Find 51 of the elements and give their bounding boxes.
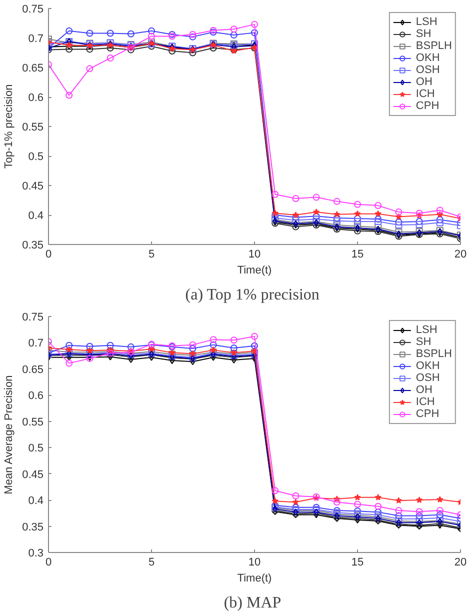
x-tick-label: 0 — [45, 248, 52, 260]
x-tick-label: 15 — [351, 556, 364, 568]
legend-label: OSH — [416, 64, 440, 76]
y-tick-label: 0.4 — [28, 210, 44, 222]
x-axis-title: Time(t) — [237, 264, 272, 276]
y-tick-label: 0.6 — [28, 390, 44, 402]
legend-label: LSH — [416, 16, 438, 28]
x-tick-label: 0 — [45, 556, 52, 568]
y-tick-label: 0.7 — [28, 338, 44, 350]
legend-label: BSPLH — [416, 348, 452, 360]
legend-label: ICH — [416, 88, 436, 100]
y-axis-title: Mean Average Precision — [3, 375, 16, 494]
y-tick-label: 0.65 — [22, 364, 44, 376]
legend-label: CPH — [416, 100, 440, 112]
legend-label: OH — [416, 384, 434, 396]
legend-label: CPH — [416, 408, 440, 420]
y-tick-label: 0.55 — [22, 122, 44, 134]
x-tick-label: 5 — [148, 556, 155, 568]
y-tick-label: 0.65 — [22, 62, 44, 74]
legend-label: OKH — [416, 360, 440, 372]
legend-label: SH — [416, 28, 432, 40]
x-tick-label: 5 — [148, 248, 155, 260]
y-tick-label: 0.45 — [22, 468, 44, 481]
y-tick-label: 0.35 — [22, 521, 44, 534]
legend-label: ICH — [416, 396, 436, 408]
text: (b) MAP — [224, 594, 282, 612]
x-tick-label: 20 — [454, 248, 467, 260]
y-tick-label: 0.5 — [28, 151, 44, 163]
y-tick-label: 0.6 — [28, 92, 44, 104]
y-tick-label: 0.5 — [28, 442, 44, 455]
y-tick-label: 0.35 — [22, 240, 44, 252]
legend-label: LSH — [416, 324, 438, 336]
text: (a) Top 1% precision — [185, 286, 320, 304]
y-tick-label: 0.4 — [28, 495, 44, 508]
y-tick-label: 0.75 — [22, 312, 44, 324]
y-tick-label: 0.55 — [22, 416, 44, 428]
x-tick-label: 15 — [351, 248, 364, 260]
y-tick-label: 0.3 — [28, 548, 44, 560]
y-tick-label: 0.7 — [28, 33, 44, 45]
x-axis-title: Time(t) — [237, 572, 272, 584]
x-tick-label: 10 — [248, 556, 261, 568]
y-tick-label: 0.45 — [22, 180, 44, 192]
legend-label: BSPLH — [416, 40, 452, 52]
y-axis-title: Top-1% precision — [3, 84, 16, 169]
legend-label: OH — [416, 76, 434, 88]
legend-label: OSH — [416, 372, 440, 384]
y-tick-label: 0.75 — [22, 4, 44, 16]
x-tick-label: 10 — [248, 248, 261, 260]
legend-label: SH — [416, 336, 432, 348]
x-tick-label: 20 — [454, 556, 467, 568]
legend-label: OKH — [416, 52, 440, 64]
